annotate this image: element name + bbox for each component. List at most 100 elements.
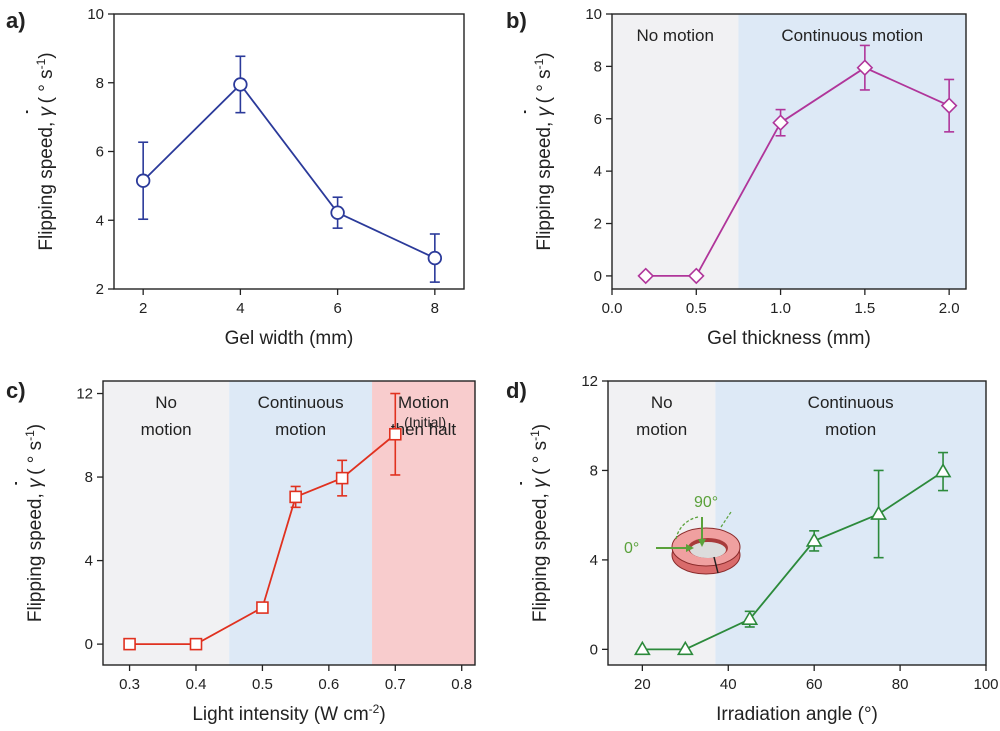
y-tick-label: 6 (96, 144, 104, 161)
x-axis-label-close: ) (379, 704, 385, 725)
y-axis-label-symbol: γ (530, 477, 551, 488)
region-label: motion (275, 420, 326, 439)
region-label: No (651, 393, 673, 412)
y-tick-label: 2 (594, 216, 602, 233)
y-tick-label: 0 (590, 641, 598, 658)
angle-arc (675, 516, 699, 540)
y-axis-label-text: Flipping speed, (36, 116, 57, 250)
y-tick-label: 8 (85, 469, 93, 486)
data-point (289, 490, 302, 504)
region-label: Continuous (808, 393, 894, 412)
y-tick-label: 8 (590, 462, 598, 479)
data-point (637, 267, 655, 285)
y-tick-label: 8 (594, 58, 602, 75)
label-90: 90° (694, 494, 718, 511)
y-tick-label: 4 (85, 553, 93, 570)
x-tick-label: 0.3 (119, 676, 140, 693)
region-2 (229, 381, 373, 665)
data-point (388, 427, 402, 441)
region-1 (608, 381, 716, 665)
y-axis-label-sup: -1 (34, 58, 48, 69)
y-axis-label-symbol: γ (36, 105, 57, 116)
region-label: motion (141, 420, 192, 439)
y-axis-label-close: ) (534, 52, 555, 58)
y-tick-label: 12 (76, 386, 93, 403)
data-point (233, 77, 248, 92)
data-point (135, 173, 151, 188)
label-0: 0° (624, 540, 639, 557)
data-point (940, 97, 958, 114)
x-tick-label: 6 (333, 300, 341, 317)
x-tick-label: 80 (892, 676, 909, 693)
data-point (330, 205, 345, 220)
plot-frame (607, 380, 987, 666)
y-tick-label: 2 (96, 281, 104, 298)
x-tick-label: 1.0 (770, 300, 791, 317)
ring-hole-inner (690, 542, 726, 558)
y-axis-label: Flipping speed, γ˙ ( ° s-1) (13, 424, 46, 622)
y-axis-label-close: ) (25, 424, 46, 430)
inset-ring-illustration: 90° 0° (624, 494, 741, 575)
arrow-90-head (698, 539, 706, 547)
x-axis-label: Irradiation angle (°) (716, 704, 878, 725)
x-tick-label: 60 (806, 676, 823, 693)
data-point (633, 640, 651, 656)
region-2 (738, 14, 966, 289)
arrow-0-head (686, 544, 694, 552)
region-label: motion (825, 420, 876, 439)
x-tick-label: 100 (973, 676, 998, 693)
y-axis-label-dot: ˙ (518, 480, 539, 486)
data-point (676, 640, 694, 656)
series-line (642, 470, 944, 651)
x-tick-label: 2.0 (939, 300, 960, 317)
data-point (189, 637, 203, 651)
panel-b: No motion Continuous motion b) 0.0 0.5 1.0 1.5… (506, 6, 967, 349)
y-axis-label-close: ) (36, 52, 57, 58)
y-tick-label: 0 (85, 636, 93, 653)
x-axis-label: Gel width (mm) (225, 328, 354, 349)
x-tick-label: 1.5 (854, 300, 875, 317)
data-point (123, 637, 136, 651)
series-line (142, 83, 436, 259)
x-axis-label: Light intensity (W cm-2) (192, 702, 385, 725)
ring-cut-line (713, 556, 719, 574)
x-tick-label: 0.8 (451, 676, 472, 693)
y-axis-label: Flipping speed, γ˙ ( ° s-1) (518, 424, 551, 622)
data-point (856, 59, 874, 77)
x-tick-label: 0.0 (602, 300, 623, 317)
y-tick-label: 10 (585, 6, 602, 23)
x-tick-label: 20 (634, 676, 651, 693)
y-tick-label: 8 (96, 75, 104, 92)
panel-c: No motion Continuous motion Motion then halt c… (6, 378, 476, 725)
y-axis-label-symbol: γ (534, 105, 555, 116)
y-axis-label-close: ) (530, 424, 551, 430)
y-axis-label-text: Flipping speed, (534, 116, 555, 250)
angle-guide (720, 511, 732, 528)
y-axis-label-sup: -1 (23, 430, 37, 441)
region-2 (715, 381, 986, 665)
x-tick-label: 0.5 (252, 676, 273, 693)
region-label: Continuous (258, 393, 344, 412)
data-point (741, 610, 759, 625)
y-axis-label-sup: -1 (532, 58, 546, 69)
x-tick-label: 0.7 (385, 676, 406, 693)
region-label: No motion (636, 26, 713, 45)
y-axis-label-text: Flipping speed, (25, 488, 46, 622)
data-point (256, 601, 269, 614)
y-axis-label-sup: -1 (528, 430, 542, 441)
x-tick-label: 40 (720, 676, 737, 693)
region-label: Continuous motion (781, 26, 923, 45)
y-axis-label-unit: ( ° s (530, 441, 551, 480)
y-tick-label: 10 (87, 6, 104, 23)
y-tick-label: 12 (581, 373, 598, 390)
y-tick-label: 4 (96, 212, 104, 229)
panel-label: c) (6, 378, 26, 403)
y-axis-label-symbol: γ (25, 477, 46, 488)
annotation: (Initial) (404, 414, 446, 430)
region-label: then halt (391, 420, 456, 439)
region-1 (612, 14, 739, 289)
data-point (687, 267, 705, 285)
panel-d: No motion Continuous motion d) 20 40 60 80 100 0 4 8… (506, 373, 999, 725)
y-axis-label-unit: ( ° s (25, 441, 46, 480)
